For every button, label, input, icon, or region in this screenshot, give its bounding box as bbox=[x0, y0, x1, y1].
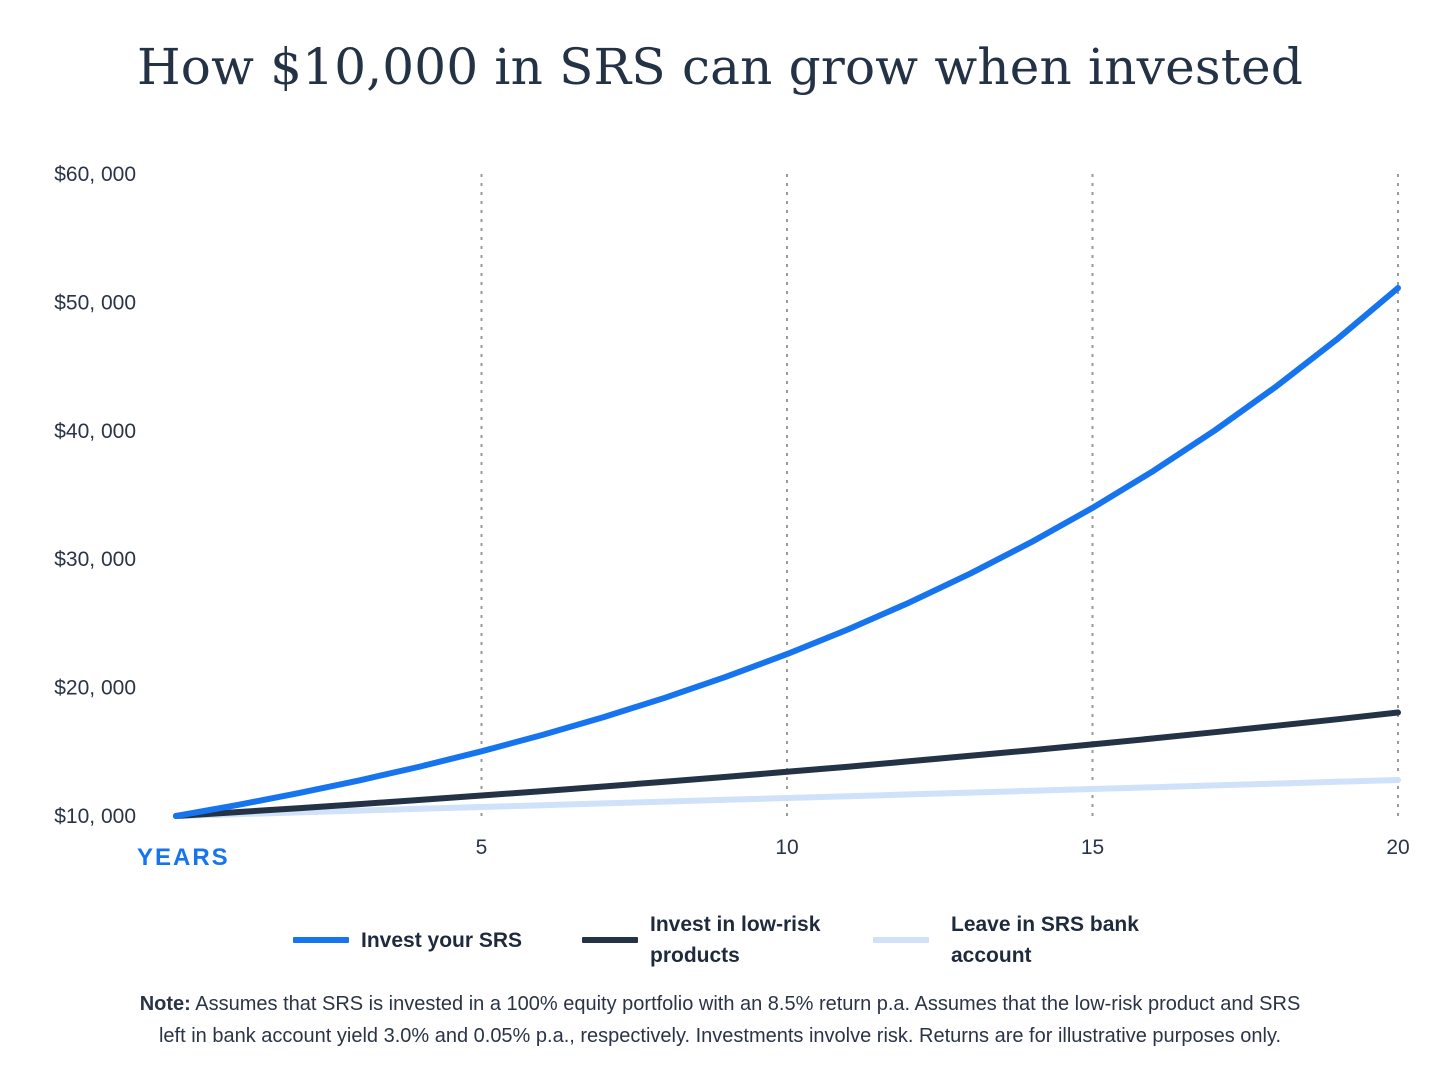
x-tick-label: 15 bbox=[1081, 836, 1104, 859]
series-line-2 bbox=[173, 777, 1401, 819]
y-tick-label: $50, 000 bbox=[54, 291, 136, 314]
legend-item-low-risk: Invest in low-risk products bbox=[582, 908, 820, 972]
legend-swatch-invest-srs bbox=[293, 937, 349, 943]
legend-swatch-bank-account bbox=[873, 937, 929, 943]
y-axis-ticks: $10, 000 $20, 000 $30, 000 $40, 000 $50, 000… bbox=[54, 163, 136, 828]
legend-label-low-risk: Invest in low-risk products bbox=[650, 909, 820, 971]
y-tick-label: $30, 000 bbox=[54, 548, 136, 571]
footnote: Note: Assumes that SRS is invested in a … bbox=[90, 988, 1350, 1052]
legend-item-bank-account: Leave in SRS bank account bbox=[873, 908, 1139, 972]
x-tick-label: 10 bbox=[775, 836, 798, 859]
x-tick-label: 20 bbox=[1386, 836, 1409, 859]
legend: Invest your SRS Invest in low-risk produ… bbox=[0, 908, 1440, 972]
legend-label-low-risk-line2: products bbox=[650, 944, 740, 967]
footnote-prefix: Note: bbox=[139, 993, 191, 1015]
series-lines bbox=[173, 285, 1401, 819]
y-tick-label: $20, 000 bbox=[54, 677, 136, 700]
legend-label-low-risk-line1: Invest in low-risk bbox=[650, 913, 821, 936]
legend-item-invest-srs: Invest your SRS bbox=[293, 908, 522, 972]
legend-label-bank-account-line1: Leave in SRS bank bbox=[951, 913, 1139, 936]
chart-title: How $10,000 in SRS can grow when investe… bbox=[136, 38, 1304, 96]
legend-label-invest-srs: Invest your SRS bbox=[361, 928, 523, 952]
series-line-0 bbox=[173, 285, 1401, 819]
legend-label-bank-account-line2: account bbox=[951, 944, 1032, 967]
gridlines bbox=[480, 174, 1399, 816]
legend-swatch-low-risk bbox=[582, 937, 638, 943]
footnote-line1: Note: Assumes that SRS is invested in a … bbox=[90, 988, 1350, 1020]
series-line-1 bbox=[173, 709, 1401, 819]
footnote-line1-text: Assumes that SRS is invested in a 100% e… bbox=[190, 993, 1301, 1015]
x-axis-ticks: 5 10 15 20 bbox=[476, 836, 1410, 859]
legend-label-bank-account: Leave in SRS bank account bbox=[951, 909, 1139, 971]
y-tick-label: $40, 000 bbox=[54, 420, 136, 443]
x-axis-label: YEARS bbox=[137, 844, 230, 871]
x-tick-label: 5 bbox=[476, 836, 488, 859]
footnote-line2: left in bank account yield 3.0% and 0.05… bbox=[158, 1025, 1282, 1047]
y-tick-label: $10, 000 bbox=[54, 805, 136, 828]
y-tick-label: $60, 000 bbox=[54, 163, 136, 186]
